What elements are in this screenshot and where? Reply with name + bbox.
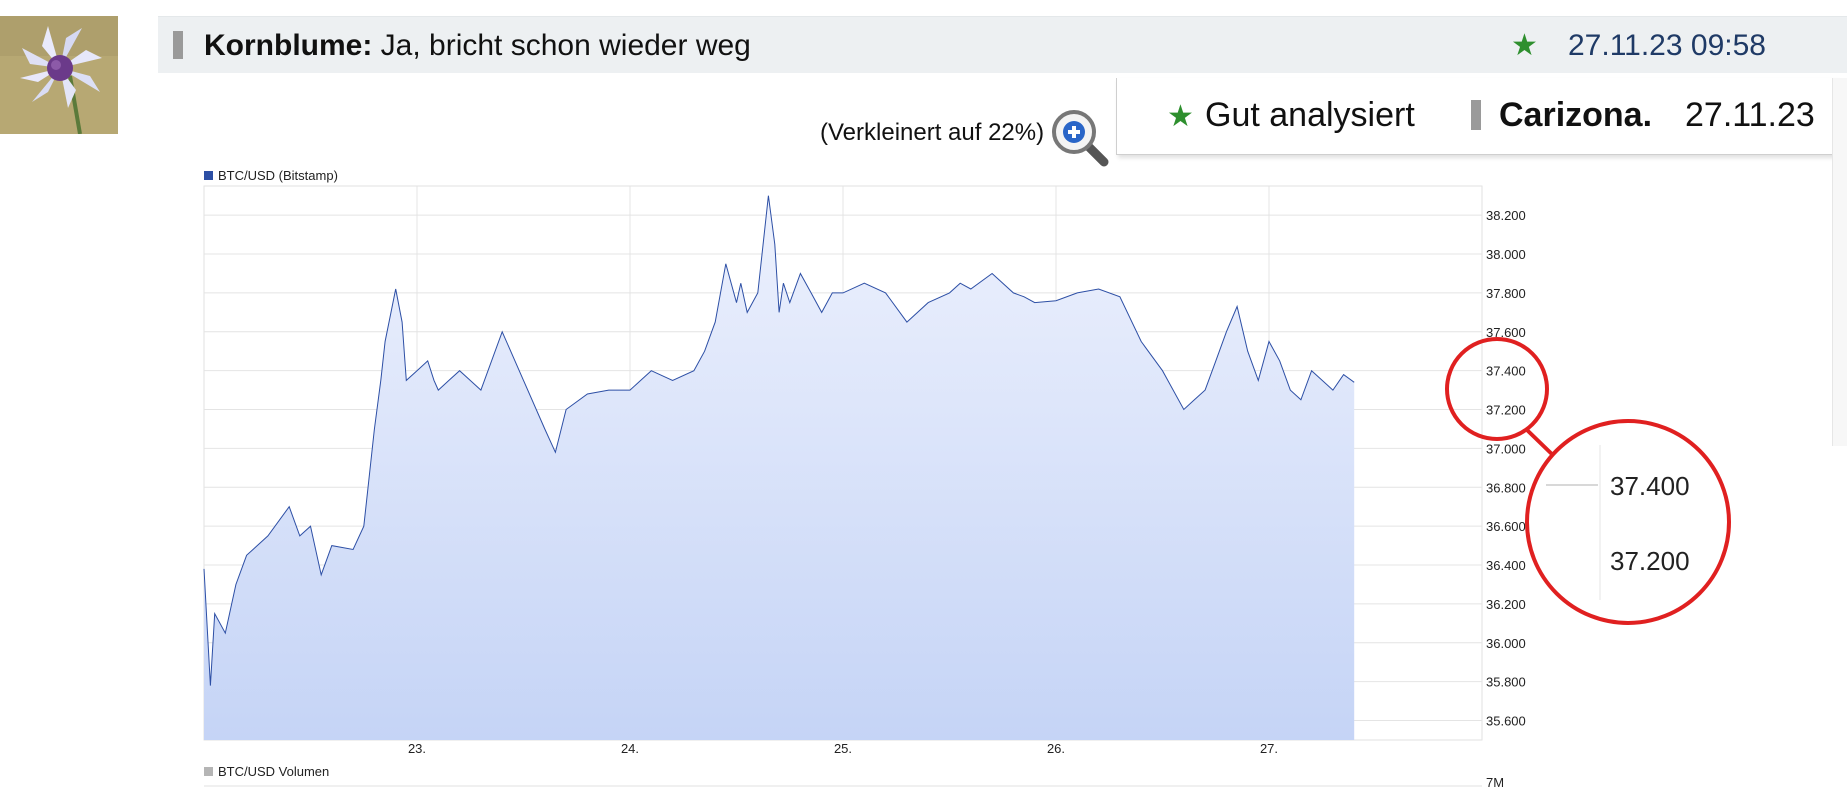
reply-date: 27.11.23	[1685, 96, 1815, 134]
avatar[interactable]	[0, 16, 118, 134]
series-line	[203, 195, 1355, 686]
volume-tick-label: 7M	[1486, 775, 1504, 788]
x-tick-label: 26.	[1047, 741, 1065, 756]
vertical-scrollbar[interactable]	[1832, 78, 1847, 446]
y-axis-ticks: 38.200 38.000 37.800 37.600 37.400 37.200 37.0…	[1486, 208, 1526, 728]
magnified-label-2: 37.200	[1610, 546, 1690, 576]
rank-bar-icon	[173, 31, 183, 59]
y-tick-label: 36.800	[1486, 480, 1526, 495]
y-tick-label: 38.000	[1486, 247, 1526, 262]
y-tick-label: 37.400	[1486, 364, 1526, 379]
x-tick-label: 24.	[621, 741, 639, 756]
x-tick-label: 25.	[834, 741, 852, 756]
cornflower-avatar-image	[0, 16, 118, 134]
legend-swatch	[204, 171, 213, 180]
green-star-icon[interactable]: ★	[1511, 29, 1538, 62]
volume-legend-swatch	[204, 767, 213, 776]
post-title: Kornblume: Ja, bricht schon wieder weg	[204, 29, 751, 63]
legend-label: BTC/USD (Bitstamp)	[218, 168, 338, 183]
y-tick-label: 36.400	[1486, 558, 1526, 573]
magnifier-annotation: 37.400 37.200	[1445, 337, 1731, 625]
y-tick-label: 37.000	[1486, 441, 1526, 456]
magnifier-plus-icon[interactable]	[1050, 108, 1110, 168]
reply-label: Gut analysiert	[1205, 96, 1415, 134]
y-tick-label: 37.800	[1486, 286, 1526, 301]
rank-bar-icon	[1471, 100, 1481, 130]
y-tick-label: 35.800	[1486, 675, 1526, 690]
reply-rating-card: ★ Gut analysiert Carizona. 27.11.23	[1116, 78, 1838, 155]
post-header: Kornblume: Ja, bricht schon wieder weg ★…	[158, 16, 1847, 73]
post-date: 27.11.23 09:58	[1568, 29, 1766, 62]
volume-legend-label: BTC/USD Volumen	[218, 764, 329, 779]
post-text: Ja, bricht schon wieder weg	[380, 29, 751, 62]
reply-user[interactable]: Carizona.	[1499, 96, 1653, 134]
y-tick-label: 35.600	[1486, 714, 1526, 729]
green-star-icon: ★	[1167, 100, 1194, 133]
x-tick-label: 23.	[408, 741, 426, 756]
y-tick-label: 37.600	[1486, 325, 1526, 340]
x-axis-ticks: 23. 24. 25. 26. 27.	[408, 741, 1278, 756]
annotation-circle-small	[1445, 337, 1549, 441]
x-tick-label: 27.	[1260, 741, 1278, 756]
series-area	[204, 195, 1355, 740]
y-tick-label: 38.200	[1486, 208, 1526, 223]
y-tick-label: 36.200	[1486, 597, 1526, 612]
y-tick-label: 37.200	[1486, 403, 1526, 418]
annotation-circle-large	[1525, 419, 1731, 625]
post-author[interactable]: Kornblume:	[204, 29, 373, 62]
magnified-label-1: 37.400	[1610, 471, 1690, 501]
y-tick-label: 36.600	[1486, 519, 1526, 534]
image-shrink-note: (Verkleinert auf 22%)	[820, 119, 1045, 146]
y-tick-label: 36.000	[1486, 636, 1526, 651]
